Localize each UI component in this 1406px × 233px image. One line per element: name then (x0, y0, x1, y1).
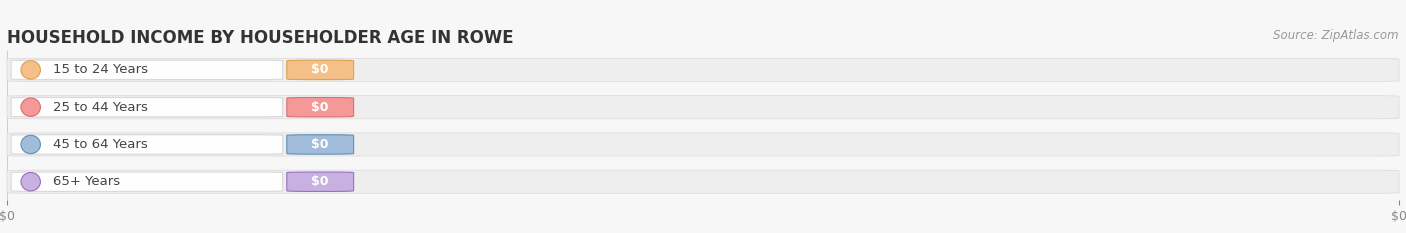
Ellipse shape (21, 98, 41, 116)
FancyBboxPatch shape (11, 172, 283, 192)
Text: 45 to 64 Years: 45 to 64 Years (53, 138, 148, 151)
FancyBboxPatch shape (287, 60, 354, 80)
Text: $0: $0 (312, 175, 329, 188)
FancyBboxPatch shape (7, 58, 1399, 82)
Ellipse shape (21, 135, 41, 154)
FancyBboxPatch shape (7, 96, 1399, 119)
FancyBboxPatch shape (11, 97, 283, 117)
Text: 65+ Years: 65+ Years (53, 175, 120, 188)
FancyBboxPatch shape (287, 97, 354, 117)
FancyBboxPatch shape (287, 135, 354, 154)
Ellipse shape (21, 172, 41, 191)
FancyBboxPatch shape (287, 172, 354, 192)
FancyBboxPatch shape (11, 135, 283, 154)
Text: Source: ZipAtlas.com: Source: ZipAtlas.com (1274, 29, 1399, 42)
Text: $0: $0 (312, 101, 329, 114)
FancyBboxPatch shape (7, 133, 1399, 156)
Text: HOUSEHOLD INCOME BY HOUSEHOLDER AGE IN ROWE: HOUSEHOLD INCOME BY HOUSEHOLDER AGE IN R… (7, 29, 513, 47)
FancyBboxPatch shape (7, 170, 1399, 193)
FancyBboxPatch shape (11, 60, 283, 80)
Ellipse shape (21, 61, 41, 79)
Text: 25 to 44 Years: 25 to 44 Years (53, 101, 148, 114)
Text: $0: $0 (312, 138, 329, 151)
Text: $0: $0 (312, 63, 329, 76)
Text: 15 to 24 Years: 15 to 24 Years (53, 63, 148, 76)
